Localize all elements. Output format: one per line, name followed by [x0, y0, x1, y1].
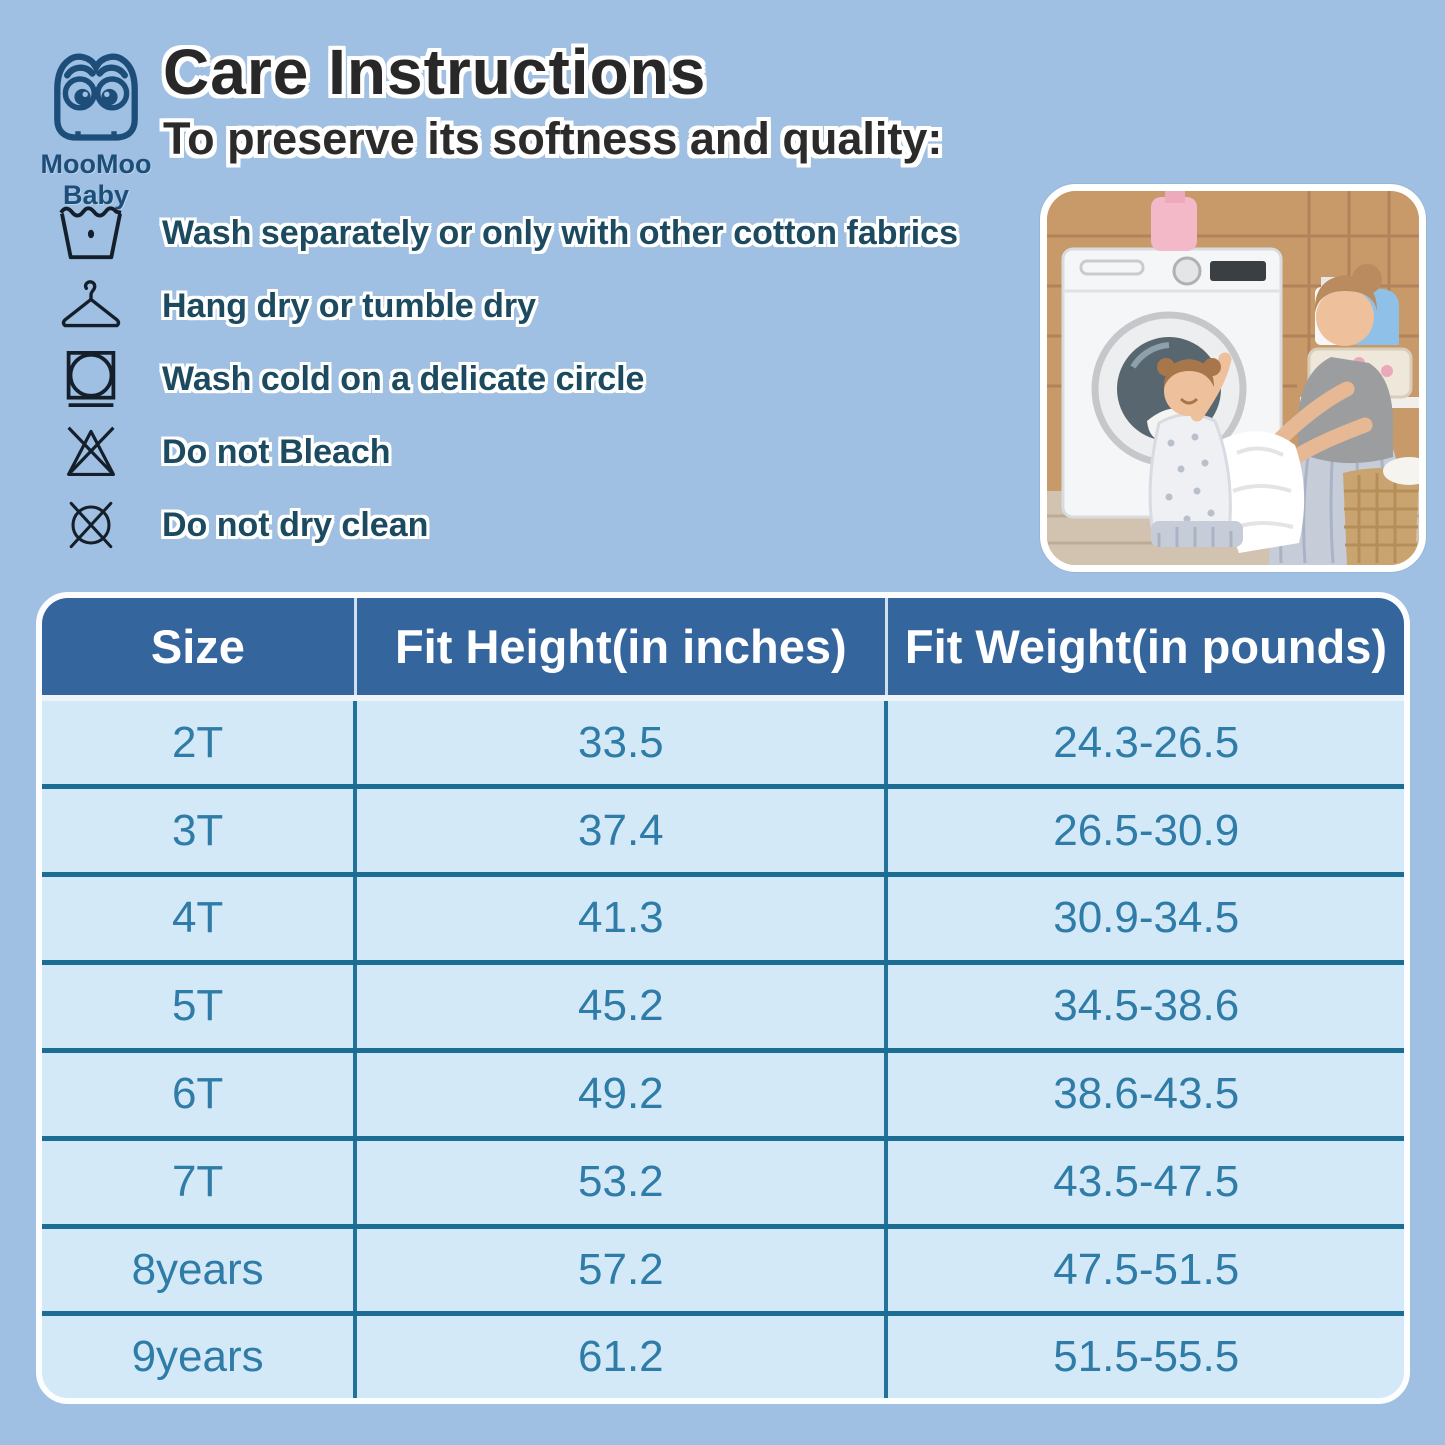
care-item-no-dry-clean: Do not dry clean — [52, 496, 1052, 554]
table-cell: 49.2 — [353, 1047, 887, 1139]
care-item-label: Do not dry clean — [162, 505, 429, 544]
care-item-label: Hang dry or tumble dry — [162, 286, 537, 325]
table-cell: 7T — [42, 1135, 356, 1227]
table-row: 9years 61.2 51.5-55.5 — [42, 1311, 1404, 1398]
care-item-wash-separately: Wash separately or only with other cotto… — [52, 204, 1052, 262]
column-header-size: Size — [42, 598, 356, 701]
table-cell: 3T — [42, 784, 356, 875]
table-cell: 34.5-38.6 — [884, 959, 1404, 1051]
page-title: Care Instructions — [163, 36, 707, 108]
table-cell: 26.5-30.9 — [884, 784, 1404, 875]
page-subtitle: To preserve its softness and quality: — [163, 113, 943, 165]
table-row: 8years 57.2 47.5-51.5 — [42, 1223, 1404, 1314]
size-table: Size Fit Height(in inches) Fit Weight(in… — [42, 598, 1404, 1398]
do-not-dry-clean-icon — [52, 498, 130, 552]
table-cell: 2T — [42, 698, 356, 787]
size-table-header-row: Size Fit Height(in inches) Fit Weight(in… — [42, 598, 1404, 701]
brand-name: MooMoo Baby — [40, 149, 152, 210]
column-header-fit-height: Fit Height(in inches) — [353, 598, 887, 701]
size-table-body: 2T 33.5 24.3-26.5 3T 37.4 26.5-30.9 4T 41.3 30.9… — [42, 698, 1404, 1398]
table-cell: 9years — [42, 1311, 356, 1398]
column-header-fit-weight: Fit Weight(in pounds) — [884, 598, 1404, 701]
wash-tub-icon — [52, 203, 130, 263]
table-cell: 6T — [42, 1047, 356, 1139]
table-row: 4T 41.3 30.9-34.5 — [42, 872, 1404, 963]
table-cell: 51.5-55.5 — [884, 1311, 1404, 1398]
table-row: 7T 53.2 43.5-47.5 — [42, 1135, 1404, 1227]
care-item-label: Do not Bleach — [162, 432, 391, 471]
table-cell: 41.3 — [353, 872, 887, 963]
do-not-bleach-icon — [52, 424, 130, 480]
table-cell: 43.5-47.5 — [884, 1135, 1404, 1227]
page-header: Care Instructions To preserve its softne… — [163, 36, 943, 165]
table-cell: 4T — [42, 872, 356, 963]
table-row: 2T 33.5 24.3-26.5 — [42, 698, 1404, 787]
table-cell: 57.2 — [353, 1223, 887, 1314]
table-cell: 8years — [42, 1223, 356, 1314]
care-item-wash-cold: Wash cold on a delicate circle — [52, 350, 1052, 408]
brand-logo: MooMoo Baby — [26, 52, 166, 211]
table-cell: 38.6-43.5 — [884, 1047, 1404, 1139]
hanger-icon — [52, 279, 130, 333]
table-cell: 33.5 — [353, 698, 887, 787]
table-cell: 30.9-34.5 — [884, 872, 1404, 963]
size-chart: Size Fit Height(in inches) Fit Weight(in… — [36, 592, 1410, 1404]
table-cell: 53.2 — [353, 1135, 887, 1227]
table-cell: 5T — [42, 959, 356, 1051]
table-cell: 61.2 — [353, 1311, 887, 1398]
table-cell: 47.5-51.5 — [884, 1223, 1404, 1314]
owl-logo-icon — [48, 53, 144, 146]
care-item-label: Wash cold on a delicate circle — [162, 359, 645, 398]
table-cell: 24.3-26.5 — [884, 698, 1404, 787]
table-cell: 45.2 — [353, 959, 887, 1051]
care-instructions-list: Wash separately or only with other cotto… — [52, 204, 1052, 569]
table-row: 3T 37.4 26.5-30.9 — [42, 784, 1404, 875]
laundry-photo — [1040, 184, 1426, 572]
care-item-hang-dry: Hang dry or tumble dry — [52, 277, 1052, 335]
laundry-photo-illustration — [1047, 191, 1419, 565]
tumble-dry-gentle-icon — [52, 349, 130, 409]
care-item-label: Wash separately or only with other cotto… — [162, 213, 958, 252]
table-row: 6T 49.2 38.6-43.5 — [42, 1047, 1404, 1139]
table-row: 5T 45.2 34.5-38.6 — [42, 959, 1404, 1051]
table-cell: 37.4 — [353, 784, 887, 875]
care-item-no-bleach: Do not Bleach — [52, 423, 1052, 481]
